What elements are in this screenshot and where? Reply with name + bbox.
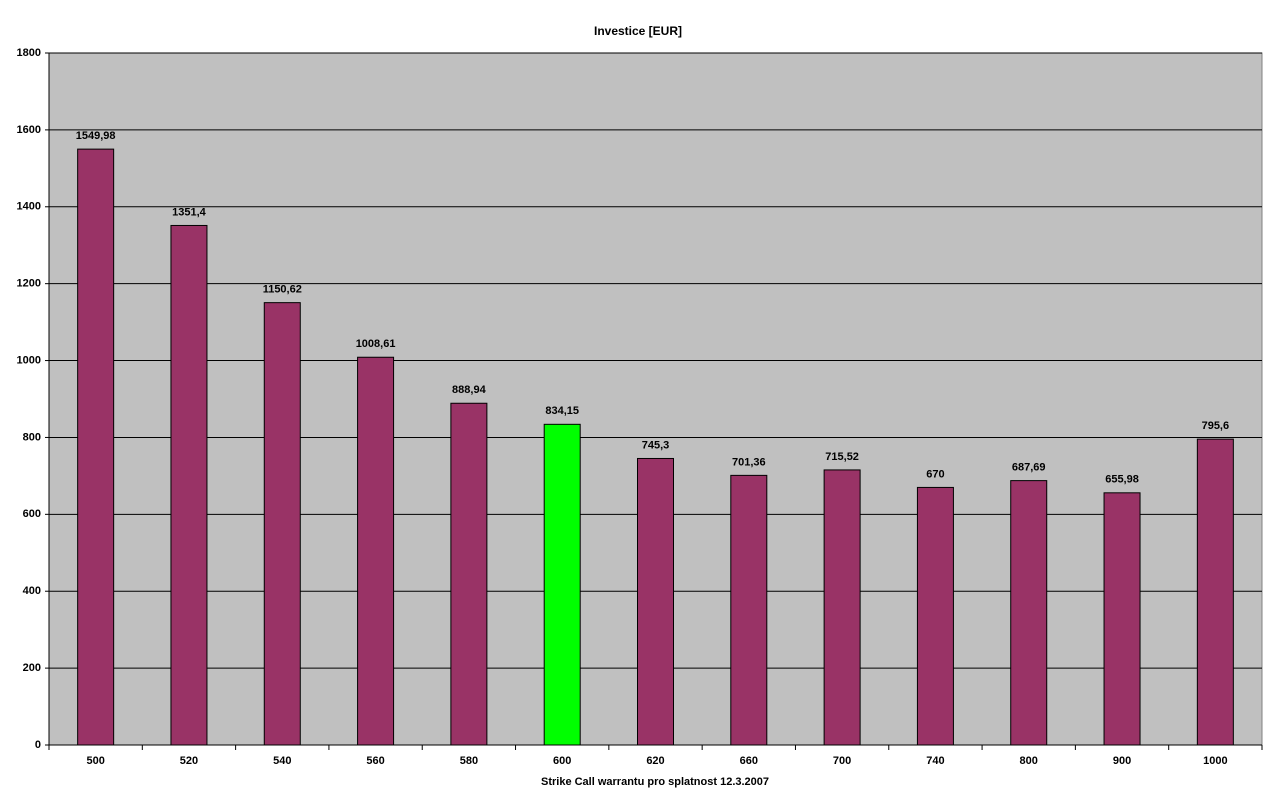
value-label: 655,98 (1105, 474, 1139, 486)
bar (450, 402, 488, 746)
value-label: 745,3 (642, 439, 670, 451)
y-tick-label: 1800 (17, 47, 41, 59)
x-tick-label: 700 (833, 755, 851, 767)
value-label: 1008,61 (356, 338, 396, 350)
y-tick-label: 400 (23, 585, 41, 597)
y-tick-label: 1400 (17, 201, 41, 213)
bar (730, 474, 768, 746)
bar (1103, 492, 1141, 746)
x-tick-label: 520 (180, 755, 198, 767)
bar (916, 486, 954, 746)
bar (823, 469, 861, 746)
value-label: 687,69 (1012, 462, 1046, 474)
value-label: 670 (926, 468, 944, 480)
value-label: 1351,4 (172, 206, 207, 218)
x-tick-label: 560 (366, 755, 384, 767)
bar (1196, 438, 1234, 746)
bar (1010, 480, 1048, 746)
y-tick-label: 1000 (17, 354, 41, 366)
y-tick-label: 0 (35, 739, 41, 751)
y-tick-label: 800 (23, 431, 41, 443)
bar (170, 224, 208, 746)
value-label: 1150,62 (263, 284, 302, 296)
x-tick-label: 740 (926, 755, 944, 767)
bar (77, 148, 115, 746)
value-label: 795,6 (1202, 420, 1230, 432)
bar (357, 356, 395, 746)
x-tick-label: 800 (1020, 755, 1038, 767)
x-tick-label: 600 (553, 755, 571, 767)
x-tick-label: 540 (273, 755, 291, 767)
value-label: 701,36 (732, 456, 766, 468)
value-label: 1549,98 (76, 130, 116, 142)
value-label: 888,94 (452, 384, 487, 396)
x-tick-label: 500 (86, 755, 104, 767)
x-axis-label: Strike Call warrantu pro splatnost 12.3.… (541, 776, 769, 788)
x-tick-label: 660 (740, 755, 758, 767)
bar (637, 457, 674, 746)
value-label: 834,15 (545, 405, 579, 417)
x-tick-label: 900 (1113, 755, 1131, 767)
y-tick-label: 1200 (17, 278, 41, 290)
y-tick-label: 1600 (17, 124, 41, 136)
chart-title: Investice [EUR] (594, 24, 682, 38)
x-tick-label: 580 (460, 755, 478, 767)
x-tick-label: 1000 (1203, 755, 1227, 767)
bar (543, 423, 581, 746)
y-tick-label: 600 (23, 508, 41, 520)
y-tick-label: 200 (23, 662, 41, 674)
value-label: 715,52 (825, 451, 859, 463)
x-tick-label: 620 (646, 755, 664, 767)
bar (263, 302, 301, 746)
